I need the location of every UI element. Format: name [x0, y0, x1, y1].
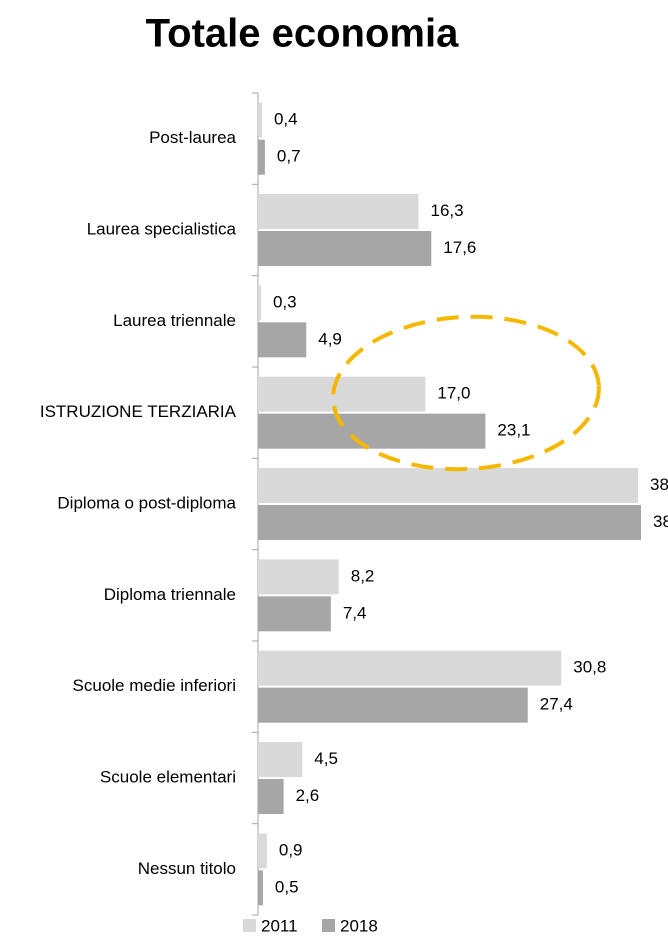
y-tick-label: Scuole medie inferiori: [73, 676, 236, 695]
legend-swatch: [243, 919, 256, 932]
value-label: 27,4: [540, 695, 573, 714]
bar: [258, 505, 641, 540]
value-label: 7,4: [343, 603, 367, 622]
chart-title: Totale economia: [146, 12, 459, 56]
bar: [258, 468, 639, 503]
value-label: 17,6: [443, 238, 476, 257]
bar: [258, 650, 562, 686]
y-tick-label: Laurea specialistica: [87, 219, 237, 238]
value-label: 16,3: [430, 201, 463, 220]
value-label: 2,6: [296, 786, 320, 805]
y-tick-label: Diploma o post-diploma: [57, 493, 236, 512]
value-label: 0,3: [273, 292, 297, 311]
bar: [258, 559, 339, 595]
bar: [258, 596, 331, 632]
legend-label: 2018: [340, 916, 378, 935]
y-tick-label: Scuole elementari: [100, 767, 236, 786]
value-label: 17,0: [437, 384, 470, 403]
y-tick-label: ISTRUZIONE TERZIARIA: [40, 402, 237, 421]
y-tick-label: Laurea triennale: [113, 311, 236, 330]
value-label: 4,9: [318, 329, 342, 348]
value-label: 38,6: [650, 475, 668, 494]
bar: [258, 322, 307, 358]
y-tick-label: Post-laurea: [149, 128, 236, 147]
legend-swatch: [322, 919, 335, 932]
bar: [258, 285, 261, 321]
legend-label: 2011: [261, 916, 298, 935]
bar: [258, 742, 303, 777]
value-label: 0,7: [277, 147, 301, 166]
value-label: 0,9: [279, 840, 303, 859]
bar: [258, 687, 528, 723]
bar: [258, 231, 432, 266]
bar: [258, 194, 419, 229]
value-label: 4,5: [314, 749, 338, 768]
y-tick-label: Nessun titolo: [138, 859, 236, 878]
bar: [258, 102, 262, 138]
bar: [258, 779, 284, 814]
bar: [258, 376, 426, 412]
bar: [258, 870, 263, 906]
value-label: 8,2: [351, 566, 375, 585]
value-label: 23,1: [497, 421, 530, 440]
y-tick-label: Diploma triennale: [104, 585, 236, 604]
value-label: 38,9: [653, 512, 668, 531]
value-label: 0,4: [274, 110, 298, 129]
bar: [258, 833, 267, 869]
bar: [258, 413, 486, 449]
value-label: 30,8: [573, 658, 606, 677]
highlight-ellipse: [331, 314, 601, 472]
value-label: 0,5: [275, 877, 299, 896]
bar: [258, 139, 265, 175]
